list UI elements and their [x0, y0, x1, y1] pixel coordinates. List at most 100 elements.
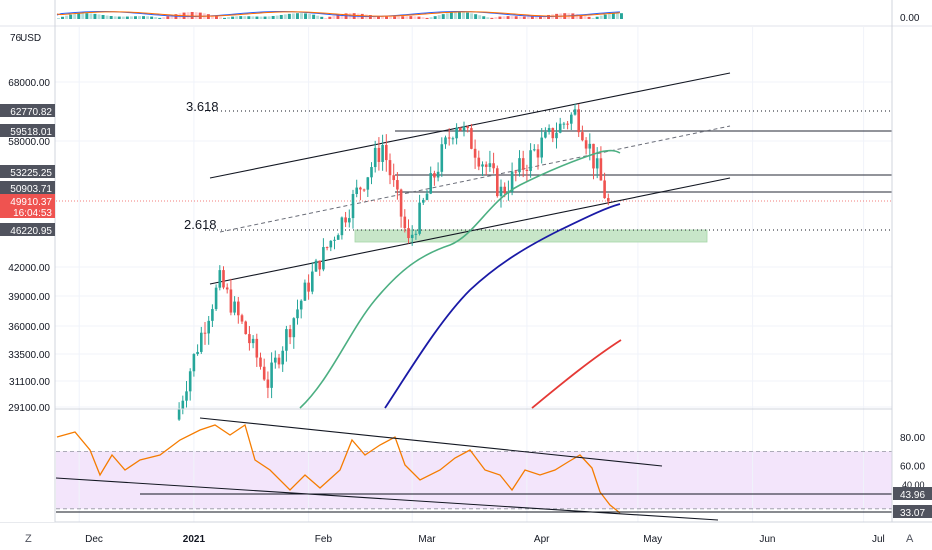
macd-bar-52 [267, 16, 271, 19]
candle-body-73 [447, 137, 451, 139]
candle-body-95 [529, 150, 532, 171]
time-tick-1: 2021 [183, 534, 206, 545]
macd-bar-63 [312, 14, 316, 19]
macd-bar-16 [121, 16, 125, 19]
candle-body-5 [196, 351, 199, 355]
macd-bar-40 [219, 17, 222, 19]
price-label-bg-3 [0, 181, 55, 194]
macd-bar-138 [615, 13, 619, 19]
macd-bar-38 [210, 15, 214, 19]
macd-bar-109 [498, 16, 502, 19]
macd-bar-0 [57, 18, 60, 19]
macd-bar-108 [494, 17, 498, 19]
price-tick-3: 36000.00 [8, 322, 50, 333]
macd-bar-107 [490, 17, 494, 19]
macd-bar-113 [514, 16, 518, 19]
macd-bar-28 [170, 15, 174, 19]
price-tick-1: 31100.00 [9, 377, 50, 388]
time-tick-0: Dec [85, 534, 103, 545]
candle-body-2 [185, 391, 188, 401]
candle-body-47 [351, 193, 355, 219]
candle-body-98 [540, 137, 543, 158]
macd-bar-130 [583, 15, 587, 19]
ma-slow [531, 339, 622, 409]
macd-bar-81 [385, 16, 389, 19]
price-tick-7: 68000.00 [8, 78, 50, 89]
candle-body-81 [477, 157, 481, 167]
rsi-label-1: 33.07 [900, 508, 925, 519]
rsi-line [56, 423, 621, 514]
macd-bar-116 [526, 16, 530, 19]
macd-bar-43 [231, 16, 235, 19]
macd-bar-95 [441, 14, 445, 19]
support-zone [354, 229, 708, 243]
macd-bar-119 [538, 15, 542, 19]
macd-bar-135 [603, 14, 607, 19]
z-button[interactable]: Z [25, 533, 32, 545]
candle-body-58 [392, 175, 395, 181]
candle-body-44 [340, 217, 344, 236]
macd-bar-133 [595, 16, 599, 19]
candle-body-45 [344, 217, 347, 223]
a-button[interactable]: A [906, 533, 914, 545]
macd-bar-102 [470, 13, 474, 19]
candle-body-4 [192, 354, 196, 372]
macd-bar-86 [405, 16, 409, 19]
macd-bar-69 [336, 14, 340, 19]
ma-fast [299, 149, 621, 409]
candle-body-107 [573, 109, 577, 115]
candle-body-3 [188, 371, 192, 392]
candle-body-65 [418, 202, 421, 234]
price-label-bg-1 [0, 124, 55, 137]
candle-body-50 [362, 189, 366, 191]
macd-bar-8 [89, 13, 93, 19]
channel-mid [219, 125, 731, 233]
macd-bar-93 [433, 16, 437, 19]
macd-bar-14 [113, 16, 117, 19]
rsi-tick-1: 60.00 [900, 462, 925, 473]
macd-bar-10 [97, 14, 101, 19]
price-tick-4: 39000.00 [8, 292, 50, 303]
candle-body-64 [414, 233, 418, 235]
macd-bar-97 [449, 12, 453, 19]
candle-body-80 [473, 148, 477, 158]
macd-bar-77 [368, 15, 372, 19]
macd-bar-118 [534, 16, 538, 19]
candle-body-101 [551, 128, 555, 139]
macd-bar-34 [194, 12, 198, 19]
macd-bar-96 [445, 13, 449, 19]
macd-bar-132 [591, 17, 595, 19]
macd-bar-100 [462, 12, 465, 19]
candle-body-94 [525, 169, 529, 171]
macd-bar-26 [162, 17, 166, 19]
macd-bar-91 [425, 17, 429, 19]
candle-body-35 [307, 282, 310, 292]
rsi-pane [55, 417, 892, 521]
time-tick-5: May [643, 534, 662, 545]
candle-body-24 [266, 379, 270, 388]
candle-body-16 [237, 301, 240, 316]
candle-body-10 [214, 287, 218, 310]
price-tick-partial: 76 [10, 33, 22, 44]
candle-body-105 [566, 123, 569, 125]
candle-body-51 [366, 177, 370, 190]
candle-body-86 [496, 168, 499, 197]
candle-body-43 [336, 235, 340, 240]
macd-bar-112 [510, 16, 514, 19]
macd-bar-78 [372, 15, 376, 19]
candle-body-33 [299, 300, 303, 310]
candle-body-93 [521, 158, 525, 170]
price-tick-2: 33500.00 [8, 350, 50, 361]
candle-body-88 [503, 186, 506, 194]
macd-bar-24 [154, 17, 158, 19]
macd-bar-4 [73, 13, 77, 19]
candle-body-13 [225, 287, 229, 290]
macd-bar-128 [575, 13, 579, 19]
candle-body-0 [177, 408, 181, 420]
macd-bar-25 [158, 17, 162, 19]
candle-body-78 [466, 126, 469, 129]
candle-body-38 [318, 260, 321, 270]
candle-body-91 [514, 171, 518, 173]
price-axis-background[interactable] [0, 27, 55, 522]
